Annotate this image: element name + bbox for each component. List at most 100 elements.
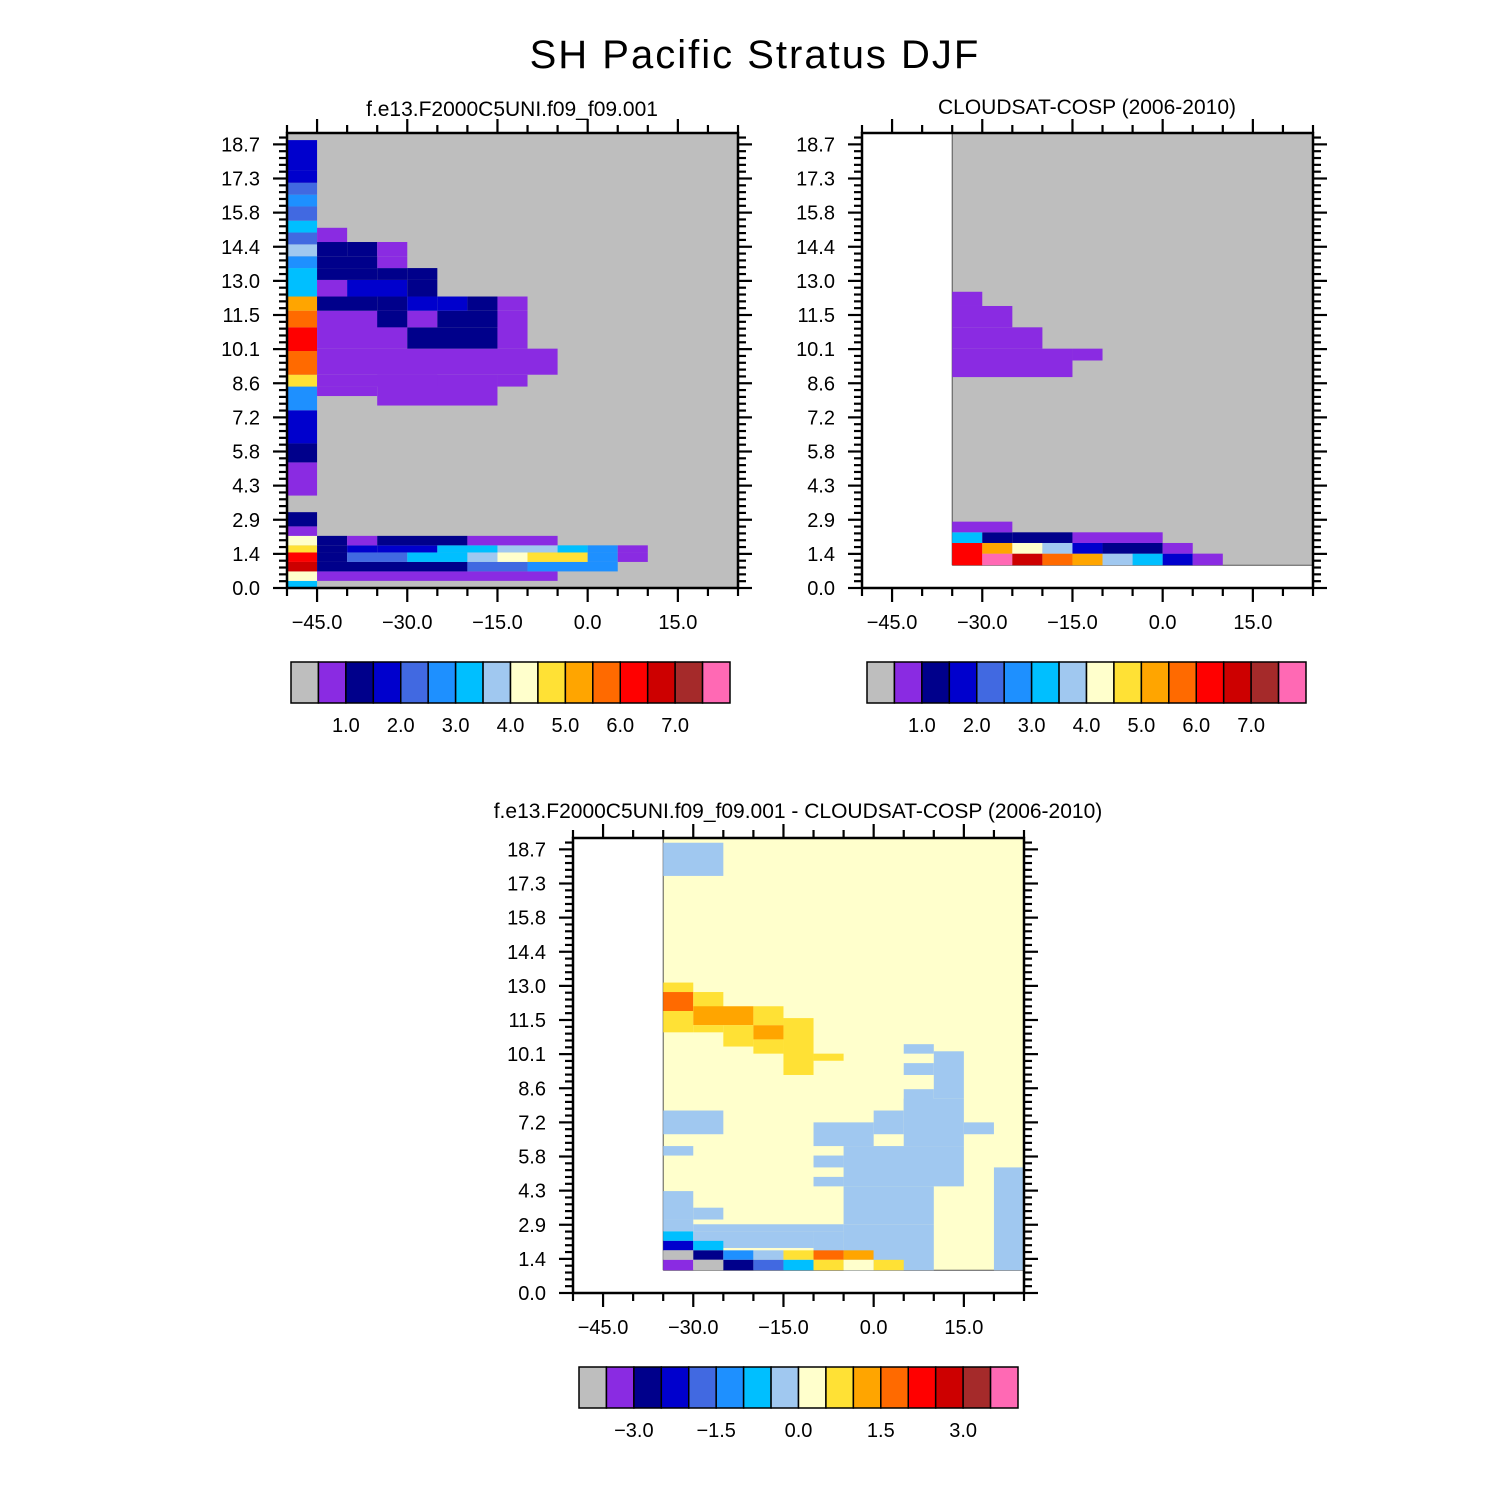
heatmap-cell <box>317 552 348 562</box>
colorbar-swatch <box>893 661 923 704</box>
heatmap-cell <box>982 553 1013 566</box>
y-tick-label: 1.4 <box>807 544 835 566</box>
colorbar-label: 1.5 <box>867 1420 895 1442</box>
heatmap-cell <box>317 348 558 375</box>
heatmap-cell <box>287 232 318 245</box>
heatmap-cell <box>437 545 498 553</box>
heatmap-cell <box>287 410 318 444</box>
y-tick-label: 5.8 <box>232 442 260 464</box>
colorbar-label: 1.0 <box>332 715 360 737</box>
heatmap-cell <box>497 374 528 387</box>
x-tick-label: 0.0 <box>1149 612 1177 634</box>
heatmap-cell <box>1072 348 1103 361</box>
colorbar-label: 7.0 <box>661 715 689 737</box>
heatmap-cell <box>813 1155 844 1168</box>
heatmap-cell <box>783 1018 814 1075</box>
heatmap-cell <box>407 552 468 562</box>
y-tick-label: 8.6 <box>232 373 260 395</box>
heatmap-cell <box>843 1186 934 1225</box>
colorbar-obs: 1.0 2.0 3.0 4.0 5.0 6.0 7.0 <box>866 661 1307 737</box>
heatmap-cell <box>587 545 618 553</box>
heatmap-cell <box>813 1176 844 1187</box>
heatmap-cell <box>497 296 528 311</box>
y-tick-label: 13.0 <box>221 271 260 293</box>
heatmap-cell <box>287 194 318 207</box>
heatmap-cell <box>467 535 558 546</box>
colorbar-model: 1.0 2.0 3.0 4.0 5.0 6.0 7.0 <box>290 661 731 737</box>
heatmap-cell <box>753 1250 784 1260</box>
y-tick-label: 4.3 <box>232 476 260 498</box>
x-tick-label: −15.0 <box>758 1317 809 1339</box>
heatmap-cell <box>813 1053 844 1061</box>
heatmap-cell <box>952 291 983 306</box>
heatmap-cell <box>663 1250 694 1260</box>
heatmap-cell <box>723 1259 754 1271</box>
heatmap-cell <box>952 348 1073 378</box>
colorbar-swatch <box>564 661 594 704</box>
y-tick-label: 15.8 <box>507 908 546 930</box>
y-tick-label: 11.5 <box>509 1010 546 1032</box>
colorbar-label: 6.0 <box>1182 715 1210 737</box>
heatmap-cell <box>377 310 408 328</box>
heatmap-cell <box>723 1025 754 1047</box>
y-tick-label: 5.8 <box>518 1147 546 1169</box>
x-tick-label: −45.0 <box>578 1317 629 1339</box>
y-tick-label: 7.2 <box>807 407 835 429</box>
colorbar-swatch <box>1250 661 1280 704</box>
heatmap-cell <box>317 535 348 546</box>
heatmap-cell <box>377 296 408 311</box>
colorbar-swatch <box>1030 661 1060 704</box>
heatmap-cell <box>407 310 438 328</box>
y-tick-label: 17.3 <box>507 874 546 896</box>
heatmap-cell <box>287 443 318 463</box>
heatmap-cell <box>377 268 408 280</box>
plot-frame <box>285 131 740 590</box>
colorbar-swatch <box>1058 661 1088 704</box>
y-tick-label: 8.6 <box>518 1078 546 1100</box>
heatmap-cell <box>287 244 318 257</box>
heatmap-cell <box>663 1191 694 1220</box>
heatmap-cell <box>587 552 618 562</box>
y-tick-label: 15.8 <box>796 203 835 225</box>
heatmap-cell <box>527 561 618 572</box>
colorbar-swatch <box>605 1366 635 1409</box>
colorbar-swatch <box>1277 661 1307 704</box>
y-tick-label: 18.7 <box>507 839 546 861</box>
panel-model: f.e13.F2000C5UNI.f09_f09.001 −45.0 −30.0 −… <box>221 98 752 634</box>
heatmap-cell <box>527 552 588 562</box>
plot-frame <box>571 836 1026 1295</box>
y-tick-label: 2.9 <box>232 510 260 532</box>
heatmap-cell <box>723 1250 754 1260</box>
heatmap-cell <box>497 545 558 553</box>
colorbar-label: −1.5 <box>696 1420 735 1442</box>
heatmap-cell <box>982 542 1013 554</box>
colorbar-swatch <box>866 661 896 704</box>
colorbar-swatch <box>1113 661 1143 704</box>
y-tick-label: 11.5 <box>223 305 260 327</box>
heatmap-cell <box>317 545 348 553</box>
heatmap-cell <box>952 327 1043 349</box>
colorbar-label: −3.0 <box>614 1420 653 1442</box>
y-tick-label: 11.5 <box>798 305 835 327</box>
heatmap-cell <box>753 1006 784 1026</box>
panel-diff: f.e13.F2000C5UNI.f09_f09.001 - CLOUDSAT-… <box>494 800 1103 1339</box>
main-title: SH Pacific Stratus DJF <box>530 33 981 77</box>
heatmap-cell <box>347 535 378 546</box>
heatmap-cell <box>693 1240 724 1251</box>
colorbar-label: 3.0 <box>442 715 470 737</box>
colorbar-swatch <box>372 661 402 704</box>
heatmap-cell <box>617 552 648 562</box>
heatmap-cell <box>557 545 588 553</box>
heatmap-cell <box>993 1167 1024 1271</box>
plot-frame <box>860 131 1315 590</box>
y-tick-label: 18.7 <box>796 134 835 156</box>
heatmap-cell <box>783 1250 814 1260</box>
heatmap-cell <box>1012 532 1073 543</box>
colorbar-swatch <box>701 661 731 704</box>
y-tick-label: 4.3 <box>807 476 835 498</box>
colorbar-swatch <box>509 661 539 704</box>
heatmap-cell <box>287 268 318 297</box>
colorbar-swatch <box>1168 661 1197 704</box>
y-tick-label: 1.4 <box>518 1249 546 1271</box>
y-tick-label: 7.2 <box>518 1112 546 1134</box>
